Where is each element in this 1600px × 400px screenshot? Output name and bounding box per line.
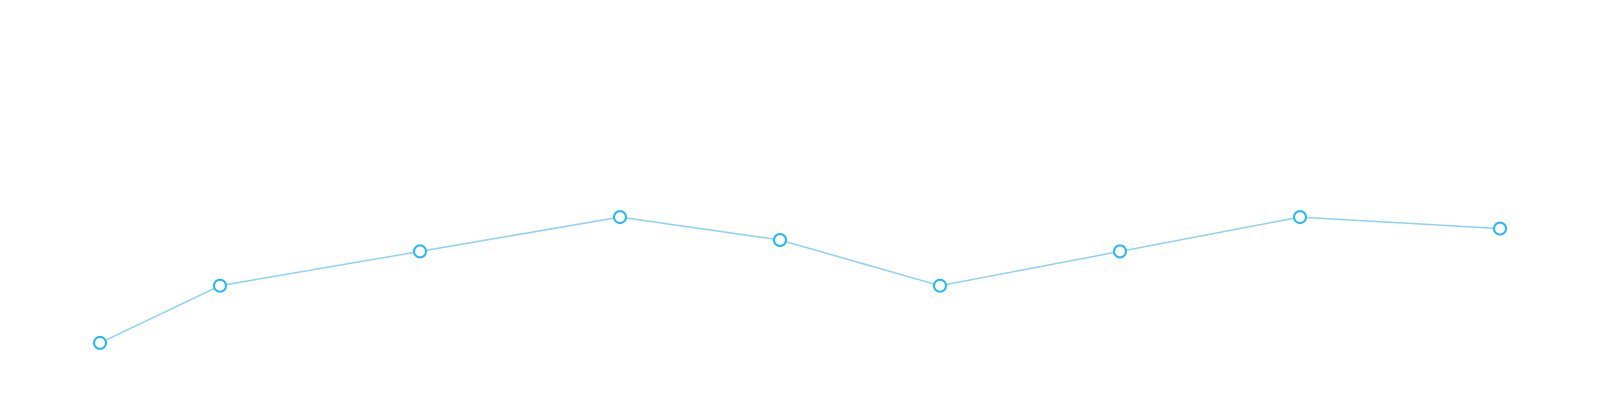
data-point[interactable]	[93, 335, 107, 350]
data-point[interactable]	[413, 244, 427, 259]
series-line	[99, 216, 1501, 344]
data-point[interactable]	[1293, 210, 1307, 225]
data-point[interactable]	[613, 210, 627, 225]
data-point[interactable]	[933, 278, 947, 293]
series-layer	[93, 210, 1507, 350]
data-point[interactable]	[773, 233, 787, 247]
data-point[interactable]	[213, 278, 227, 293]
data-point[interactable]	[1493, 221, 1507, 236]
data-point[interactable]	[1113, 244, 1127, 259]
